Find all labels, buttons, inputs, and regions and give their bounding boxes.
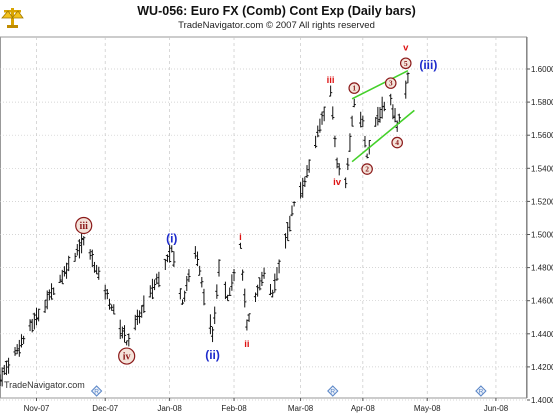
x-tick-label: Feb-08 xyxy=(221,404,247,413)
chart-title: WU-056: Euro FX (Comb) Cont Exp (Daily b… xyxy=(137,4,416,18)
wave-label: iii xyxy=(80,221,89,232)
x-tick-label: Mar-08 xyxy=(288,404,314,413)
wave-label: (iii) xyxy=(419,58,437,72)
y-tick-label: 1.5200 xyxy=(531,197,553,206)
y-tick-label: 1.5800 xyxy=(531,98,553,107)
y-tick-label: 1.4400 xyxy=(531,330,553,339)
wave-label: iii xyxy=(327,75,335,86)
y-tick-label: 1.5600 xyxy=(531,131,553,140)
wave-label-circle xyxy=(361,163,373,175)
r-diamond-icon xyxy=(475,385,487,397)
x-tick-label: May-08 xyxy=(414,404,441,413)
x-tick-label: Nov-07 xyxy=(24,404,50,413)
x-tick-label: Jun-08 xyxy=(484,404,509,413)
wave-label: 3 xyxy=(389,79,393,88)
plot-frame xyxy=(0,36,527,399)
plot-area: 1.4000 1.4200 1.4400 1.4600 1.4800 1.5000 1.52… xyxy=(0,36,553,413)
wave-label: iv xyxy=(123,352,131,363)
r-diamond-icon xyxy=(327,385,339,397)
wave-label-circle xyxy=(384,77,397,89)
wave-label: v xyxy=(403,43,409,54)
wave-label: iv xyxy=(333,177,342,188)
r-marker-glyph: R xyxy=(479,389,484,396)
channel-line xyxy=(351,69,409,100)
x-tick-label: Jan-08 xyxy=(157,404,182,413)
y-tick-label: 1.6000 xyxy=(531,65,553,74)
y-tick-label: 1.5400 xyxy=(531,164,553,173)
wave-label: i xyxy=(239,232,242,243)
y-tick-label: 1.4600 xyxy=(531,297,553,306)
r-marker-glyph: R xyxy=(330,389,335,396)
x-tick-label: Apr-08 xyxy=(351,404,376,413)
y-tick-label: 1.5000 xyxy=(531,231,553,240)
y-tick-label: 1.4200 xyxy=(531,363,553,372)
scales-logo-icon xyxy=(1,8,24,28)
wave-label: (ii) xyxy=(205,348,220,362)
wave-label-circle xyxy=(399,57,412,70)
wave-label: 1 xyxy=(352,84,356,93)
wave-label-circle xyxy=(348,82,361,94)
wave-label: 4 xyxy=(395,138,399,147)
channel-line xyxy=(351,109,415,163)
wave-label: 5 xyxy=(404,59,408,68)
x-tick-label: Dec-07 xyxy=(92,404,118,413)
wave-label-circle xyxy=(75,216,93,235)
y-tick-label: 1.4000 xyxy=(531,396,553,405)
y-tick-label: 1.4800 xyxy=(531,264,553,273)
wave-label: (i) xyxy=(166,232,177,246)
wave-label: ii xyxy=(244,339,249,350)
wave-label-circle xyxy=(118,347,136,365)
r-marker-glyph: R xyxy=(94,389,99,396)
wave-label: 2 xyxy=(365,165,369,174)
wave-label-circle xyxy=(391,136,403,149)
r-diamond-icon xyxy=(90,385,103,397)
chart-subtitle: TradeNavigator.com © 2007 All rights res… xyxy=(178,20,375,31)
watermark: TradeNavigator.com xyxy=(4,380,85,390)
